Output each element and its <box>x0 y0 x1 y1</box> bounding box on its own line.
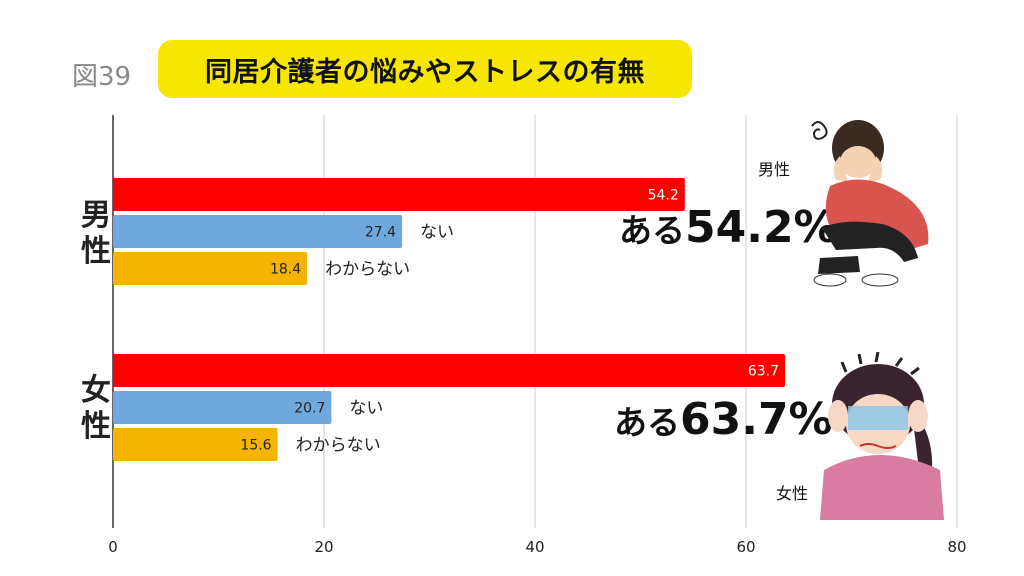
bar-value-label: 18.4 <box>270 262 301 278</box>
callout-male-prefix: ある <box>619 211 685 250</box>
bar-category-label: ない <box>420 223 454 243</box>
illustration-caption-female: 女性 <box>776 484 809 503</box>
bar-female-2 <box>113 428 278 461</box>
callout-female-value: 63.7% <box>680 394 833 445</box>
callout-female: ある63.7% <box>614 394 833 445</box>
bar-male-0 <box>113 178 685 211</box>
bar-value-label: 27.4 <box>365 225 396 241</box>
group-label-female: 女性 <box>81 373 111 444</box>
bar-category-label: わからない <box>325 260 410 280</box>
chart-title: 同居介護者の悩みやストレスの有無 <box>205 56 645 88</box>
worried-man-illustration <box>811 120 929 287</box>
bar-male-1 <box>113 215 403 248</box>
bar-female-0 <box>113 354 786 387</box>
x-tick-label: 60 <box>736 538 755 556</box>
bar-value-label: 54.2 <box>648 188 679 204</box>
bar-female-1 <box>113 391 332 424</box>
illustration-caption-male: 男性 <box>758 160 791 179</box>
callout-male-value: 54.2% <box>685 202 838 253</box>
callout-female-prefix: ある <box>614 403 680 442</box>
bar-value-label: 20.7 <box>294 401 325 417</box>
callout-male: ある54.2% <box>619 202 838 253</box>
bar-category-label: ない <box>349 399 383 419</box>
title-banner: 同居介護者の悩みやストレスの有無 <box>158 40 692 98</box>
bar-category-label: わからない <box>296 436 381 456</box>
bar-value-label: 15.6 <box>240 438 271 454</box>
bar-male-2 <box>113 252 308 285</box>
figure-number: 図39 <box>72 62 132 92</box>
worried-woman-illustration <box>820 352 944 520</box>
x-tick-label: 80 <box>947 538 966 556</box>
x-tick-label: 40 <box>525 538 544 556</box>
bar-value-label: 63.7 <box>748 364 779 380</box>
x-tick-label: 0 <box>108 538 118 556</box>
x-tick-label: 20 <box>314 538 333 556</box>
group-label-male: 男性 <box>81 198 111 269</box>
